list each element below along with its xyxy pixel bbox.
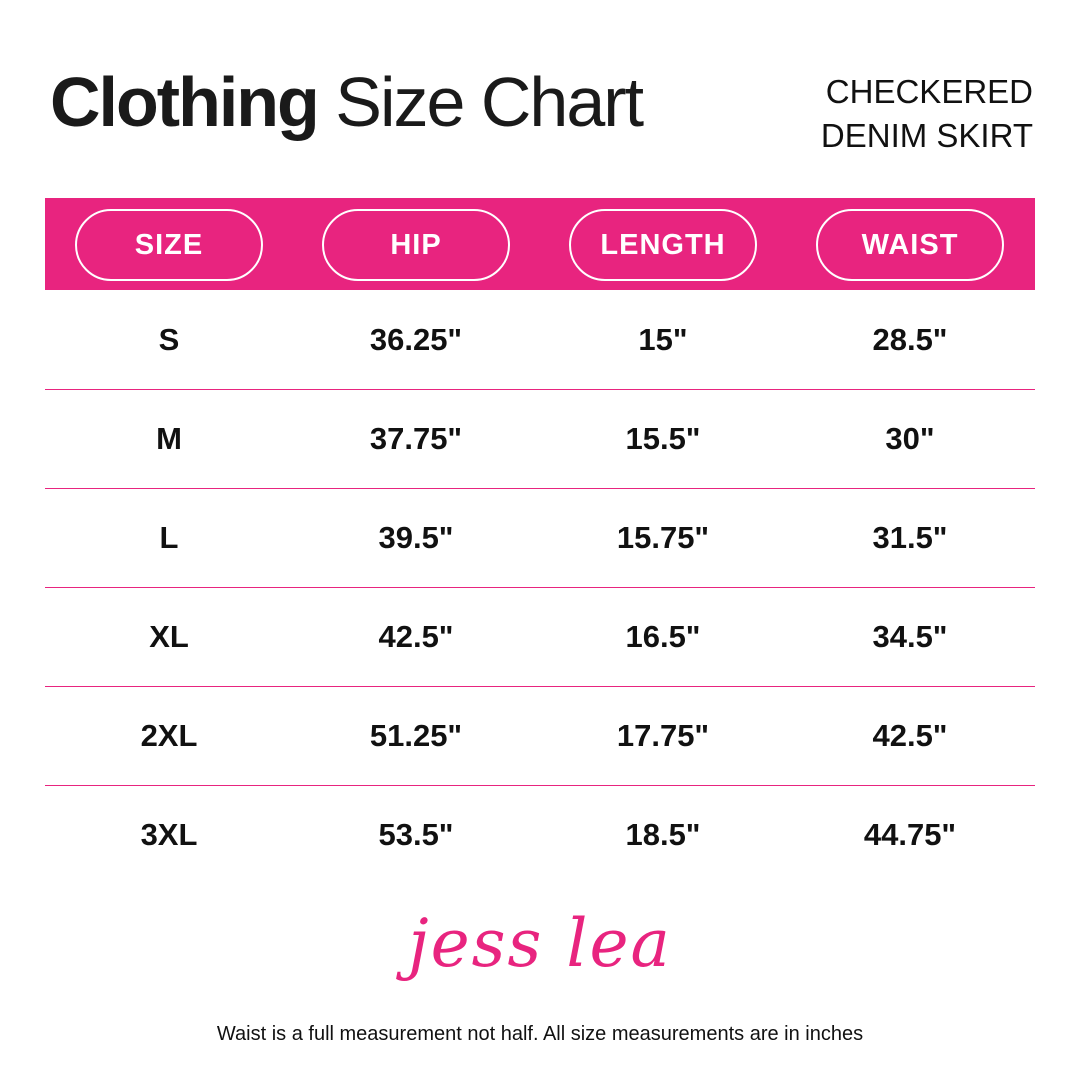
table-cell: 15" <box>638 322 688 357</box>
table-cell: 28.5" <box>872 322 948 357</box>
column-header: LENGTH <box>569 209 757 281</box>
table-cell: 2XL <box>140 718 198 753</box>
table-cell: 42.5" <box>378 619 454 654</box>
table-cell: 51.25" <box>369 718 463 753</box>
table-cell: 17.75" <box>616 718 710 753</box>
table-cell: 3XL <box>140 817 198 852</box>
table-cell: 15.75" <box>616 520 710 555</box>
logo: jess lea <box>408 905 672 982</box>
table-cell: M <box>156 421 182 456</box>
title: Clothing Size Chart <box>50 62 644 142</box>
table-cell: 36.25" <box>369 322 463 357</box>
row-divider <box>45 389 1035 390</box>
table-cell: 16.5" <box>625 619 701 654</box>
table-cell: 34.5" <box>872 619 948 654</box>
column-header: WAIST <box>816 209 1004 281</box>
row-divider <box>45 587 1035 588</box>
footnote: Waist is a full measurement not half. Al… <box>216 1023 864 1045</box>
title-bold: Clothing <box>50 63 320 141</box>
table-cell: 39.5" <box>378 520 454 555</box>
table-cell: 44.75" <box>863 817 957 852</box>
table-cell: XL <box>149 619 189 654</box>
header-band: SIZE HIP LENGTH WAIST <box>45 198 1035 290</box>
table-cell: S <box>158 322 180 357</box>
table-cell: 30" <box>885 421 935 456</box>
row-divider <box>45 785 1035 786</box>
table-cell: 42.5" <box>872 718 948 753</box>
column-header: SIZE <box>75 209 263 281</box>
table-cell: 53.5" <box>378 817 454 852</box>
row-divider <box>45 488 1035 489</box>
title-rest: Size Chart <box>335 63 644 141</box>
row-divider <box>45 686 1035 687</box>
column-header: HIP <box>322 209 510 281</box>
table-cell: 31.5" <box>872 520 948 555</box>
table-cell: L <box>159 520 179 555</box>
subtitle-line: CHECKERED <box>825 73 1033 110</box>
table-cell: 18.5" <box>625 817 701 852</box>
subtitle-line: DENIM SKIRT <box>820 117 1033 154</box>
subtitle: CHECKERED DENIM SKIRT <box>821 70 1033 158</box>
table-cell: 15.5" <box>625 421 701 456</box>
table-cell: 37.75" <box>369 421 463 456</box>
